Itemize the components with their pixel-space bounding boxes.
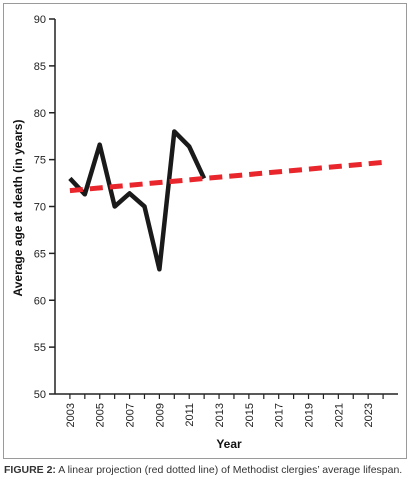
y-tick-label: 80	[34, 108, 46, 120]
y-axis-title: Average age at death (in years)	[11, 120, 25, 297]
x-tick-label: 2011	[184, 403, 196, 427]
y-tick-label: 75	[34, 155, 46, 167]
series-layer	[68, 129, 384, 272]
y-tick-label: 55	[34, 342, 46, 354]
x-tick-label: 2009	[154, 403, 166, 427]
x-tick-label: 2013	[214, 403, 226, 427]
x-tick-label: 2003	[65, 403, 77, 427]
x-tick-label: 2005	[95, 403, 107, 427]
x-tick-label: 2007	[125, 403, 137, 427]
y-tick-label: 50	[34, 389, 46, 401]
x-tick-label: 2015	[244, 403, 256, 427]
x-tick-label: 2021	[333, 403, 345, 427]
y-tick-label: 90	[34, 14, 46, 26]
observed-series-line	[68, 129, 207, 272]
x-tick-label: 2023	[363, 403, 375, 427]
x-tick-label: 2017	[274, 403, 286, 427]
figure-frame	[3, 3, 407, 459]
y-tick-label: 60	[34, 295, 46, 307]
projection-line	[69, 159, 384, 194]
caption-text: A linear projection (red dotted line) of…	[55, 464, 403, 476]
x-tick-label: 2019	[304, 403, 316, 427]
x-axis: 2003 2005 2007 2009 2011 2013 2015 2017 2019 2021…	[55, 393, 398, 427]
figure-caption: FIGURE 2: A linear projection (red dotte…	[4, 464, 408, 477]
y-axis: 50 55 60 65 70 75 80 85 90	[34, 14, 56, 401]
y-tick-label: 65	[34, 248, 46, 260]
x-axis-title: Year	[216, 437, 242, 451]
y-tick-label: 70	[34, 202, 46, 214]
y-tick-label: 85	[34, 61, 46, 73]
caption-label: FIGURE 2:	[4, 464, 56, 476]
